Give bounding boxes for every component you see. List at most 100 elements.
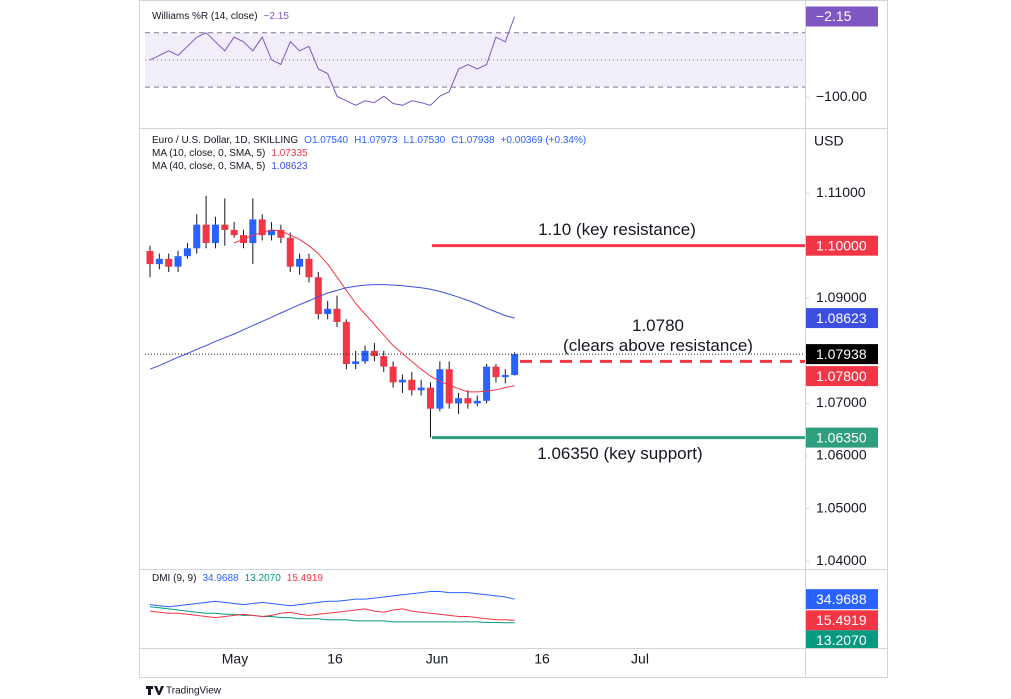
candle-body [455, 398, 463, 404]
legend-entry: MA (40, close, 0, SMA, 5) 1.08623 [152, 161, 308, 172]
price-tag [806, 308, 878, 329]
candle-body [286, 237, 294, 267]
candle-body [445, 369, 453, 404]
price-tag [806, 366, 878, 387]
ohlc-value: H1.07973 [354, 135, 398, 146]
candle-body [165, 258, 173, 267]
candle-body [202, 224, 210, 244]
symbol-header: Euro / U.S. Dollar, 1D, SKILLING O1.07540… [152, 135, 586, 146]
indicator-name: Williams %R (14, close) [152, 11, 258, 22]
price-tag-label: 34.9688 [816, 591, 867, 607]
candle-body [398, 379, 406, 383]
candle-body [501, 375, 509, 378]
candle-body [464, 398, 472, 404]
price-tag [806, 630, 878, 648]
legend-value: 1.08623 [271, 161, 308, 172]
moving-average-line [233, 229, 515, 393]
x-tick-label: May [222, 651, 248, 667]
price-tag-label: 1.07800 [816, 368, 867, 384]
candle-body [155, 258, 163, 265]
x-tick-label: Jun [426, 651, 449, 667]
candle-body [268, 229, 276, 236]
dmi-line [149, 606, 515, 624]
candle-body [305, 258, 313, 278]
candle-body [427, 387, 434, 409]
legend-entry: MA (10, close, 0, SMA, 5) 1.07335 [152, 148, 308, 159]
price-tag-label: 13.2070 [816, 632, 867, 648]
williams-line [149, 16, 516, 106]
legend-name: MA (40, close, 0, SMA, 5) [152, 161, 265, 172]
indicator-name: DMI (9, 9) [152, 573, 196, 584]
y-tick-label: −100.00 [816, 88, 867, 104]
candle-body [324, 308, 332, 315]
candle-body [333, 308, 341, 322]
candle-body [408, 379, 416, 391]
candle-body [361, 350, 369, 362]
candle-body [483, 366, 491, 401]
price-tag-label: 1.08623 [816, 310, 867, 326]
price-tag [806, 235, 878, 256]
unit-label: USD [814, 133, 844, 149]
y-tick-label: 1.09000 [816, 289, 867, 305]
ohlc-value: +0.00369 (+0.34%) [501, 135, 587, 146]
candle-body [511, 354, 519, 376]
candle-body [183, 248, 191, 257]
price-tag [806, 344, 878, 365]
price-tag-label: 1.06350 [816, 429, 867, 445]
x-tick-label: Jul [631, 651, 649, 667]
candle-body [342, 321, 350, 364]
y-tick-label: 1.04000 [816, 552, 867, 568]
price-tag [806, 589, 878, 610]
overbought-oversold-band [145, 32, 805, 88]
indicator-value: 34.9688 [202, 573, 239, 584]
dmi-line [149, 591, 515, 608]
annotation-text: (clears above resistance) [563, 336, 753, 355]
candle-body [436, 369, 444, 409]
price-tag-label: −2.15 [816, 8, 852, 24]
indicator-value: 13.2070 [245, 573, 282, 584]
ohlc-value: C1.07938 [451, 135, 495, 146]
candle-body [193, 224, 201, 249]
candle-body [221, 224, 229, 230]
indicator-value: 15.4919 [287, 573, 324, 584]
ohlc-value: O1.07540 [304, 135, 348, 146]
annotation-text: 1.10 (key resistance) [538, 220, 696, 239]
y-tick-label: 1.05000 [816, 499, 867, 515]
dmi-tags: 34.9688 15.4919 13.2070 [806, 589, 878, 648]
price-tag-label: 15.4919 [816, 612, 867, 628]
price-tag [806, 610, 878, 631]
x-tick-label: 16 [534, 651, 550, 667]
footer-text: TradingView [166, 686, 222, 697]
moving-average-line [149, 284, 515, 370]
y-tick-label: 1.07000 [816, 394, 867, 410]
annotation-text: 1.0780 [632, 316, 684, 335]
frame [139, 0, 888, 678]
candle-body [314, 277, 322, 315]
ohlc-value: L1.07530 [403, 135, 445, 146]
dmi-line [149, 608, 515, 621]
candle-body [389, 366, 397, 383]
symbol-name: Euro / U.S. Dollar, 1D, SKILLING [152, 135, 298, 146]
candle-body [249, 219, 257, 244]
candle-body [230, 229, 238, 236]
price-tag-label: 1.10000 [816, 237, 867, 253]
y-tick-label: 1.11000 [816, 184, 866, 200]
candle-body [473, 400, 481, 404]
price-tag [806, 6, 878, 27]
candle-body [174, 256, 182, 267]
candle-body [380, 356, 388, 367]
y-tick-label: 1.06000 [816, 447, 867, 463]
indicator-legend: DMI (9, 9) 34.9688 13.2070 15.4919 [152, 573, 323, 584]
candle-body [352, 361, 360, 364]
legend-value: 1.07335 [271, 148, 308, 159]
candle-body [146, 250, 154, 265]
candle-body [492, 366, 500, 378]
price-tag [806, 427, 878, 448]
annotation-text: 1.06350 (key support) [537, 444, 702, 463]
candle-body [370, 350, 378, 357]
candle-body [417, 387, 425, 391]
candle-body [296, 258, 304, 267]
x-tick-label: 16 [327, 651, 343, 667]
